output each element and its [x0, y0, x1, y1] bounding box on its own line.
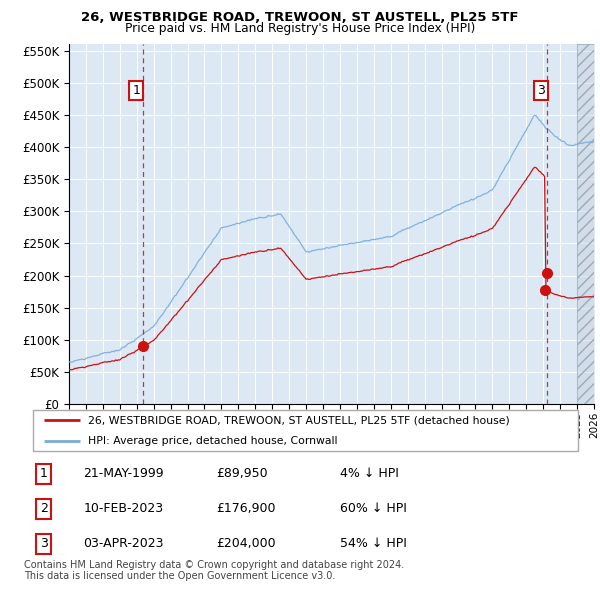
Text: 54% ↓ HPI: 54% ↓ HPI [340, 537, 407, 550]
Text: £204,000: £204,000 [216, 537, 275, 550]
Text: Contains HM Land Registry data © Crown copyright and database right 2024.: Contains HM Land Registry data © Crown c… [24, 559, 404, 569]
Text: 10-FEB-2023: 10-FEB-2023 [83, 502, 163, 516]
Text: 26, WESTBRIDGE ROAD, TREWOON, ST AUSTELL, PL25 5TF: 26, WESTBRIDGE ROAD, TREWOON, ST AUSTELL… [81, 11, 519, 24]
Text: 1: 1 [40, 467, 47, 480]
Text: 26, WESTBRIDGE ROAD, TREWOON, ST AUSTELL, PL25 5TF (detached house): 26, WESTBRIDGE ROAD, TREWOON, ST AUSTELL… [88, 415, 510, 425]
Text: 1: 1 [133, 84, 140, 97]
Text: HPI: Average price, detached house, Cornwall: HPI: Average price, detached house, Corn… [88, 436, 337, 445]
Text: 21-MAY-1999: 21-MAY-1999 [83, 467, 164, 480]
Text: 3: 3 [537, 84, 545, 97]
Text: 60% ↓ HPI: 60% ↓ HPI [340, 502, 407, 516]
FancyBboxPatch shape [33, 409, 578, 451]
Text: Price paid vs. HM Land Registry's House Price Index (HPI): Price paid vs. HM Land Registry's House … [125, 22, 475, 35]
Text: £176,900: £176,900 [216, 502, 275, 516]
Text: This data is licensed under the Open Government Licence v3.0.: This data is licensed under the Open Gov… [24, 571, 335, 581]
Text: 4% ↓ HPI: 4% ↓ HPI [340, 467, 399, 480]
Text: 03-APR-2023: 03-APR-2023 [83, 537, 164, 550]
Text: 3: 3 [40, 537, 47, 550]
Text: 2: 2 [40, 502, 47, 516]
Text: £89,950: £89,950 [216, 467, 268, 480]
